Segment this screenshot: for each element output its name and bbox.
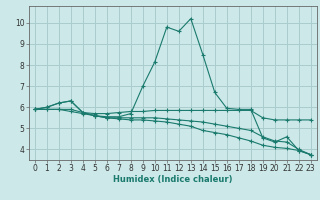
X-axis label: Humidex (Indice chaleur): Humidex (Indice chaleur) (113, 175, 233, 184)
